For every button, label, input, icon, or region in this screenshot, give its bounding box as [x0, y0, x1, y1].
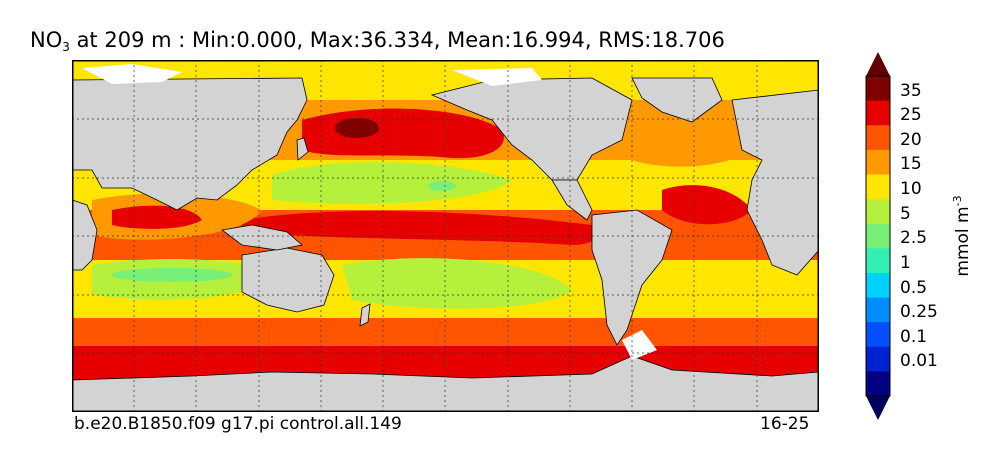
unit-text: mmol m: [952, 206, 973, 277]
case-label: b.e20.B1850.f09 g17.pi control.all.149: [74, 414, 402, 434]
title-variable: NO: [30, 28, 63, 52]
south-america-land: [591, 209, 673, 346]
asia-land: [72, 77, 308, 211]
colorbar-tick-label: 0.01: [900, 351, 938, 372]
bay-of-bengal-high: [112, 205, 202, 229]
antarctic-ice-edge: [622, 330, 657, 360]
central-america-land: [551, 179, 593, 221]
colorbar-tick-label: 5: [900, 203, 911, 224]
equatorial-pacific-tongue: [242, 210, 601, 245]
arctic-sea-ice: [82, 64, 182, 84]
maritime-continent-land: [221, 224, 303, 251]
south-pacific-gyre: [342, 258, 572, 309]
colorbar-segment: [866, 199, 890, 225]
colorbar-segment: [866, 174, 890, 200]
colorbar-segment: [866, 297, 890, 323]
greenland-land: [631, 77, 723, 123]
unit-exponent: -3: [951, 195, 965, 207]
title-variable-subscript: 3: [62, 40, 70, 54]
ocean-map: [72, 60, 819, 412]
colorbar-segment: [866, 248, 890, 274]
colorbar-tick-label: 15: [900, 154, 922, 175]
colorbar-segment: [866, 346, 890, 372]
colorbar-svg: [865, 52, 891, 420]
colorbar: [858, 52, 898, 420]
colorbar-segment: [866, 76, 890, 102]
south-atlantic-gyre: [642, 269, 737, 302]
colorbar-tick-label: 1: [900, 252, 911, 273]
australia-land: [241, 247, 335, 313]
north-pacific-gyre: [272, 162, 512, 204]
indian-ocean-low: [112, 268, 232, 282]
colorbar-under-arrow: [866, 396, 890, 420]
colorbar-tick-label: 0.1: [900, 326, 928, 347]
colorbar-tick-label: 35: [900, 80, 922, 101]
ocean-map-canvas: [72, 60, 819, 412]
map-title: NO3 at 209 m : Min:0.000, Max:36.334, Me…: [30, 28, 725, 54]
colorbar-segment: [866, 371, 890, 397]
colorbar-segment: [866, 100, 890, 126]
band-subantarctic: [72, 318, 819, 348]
colorbar-segment: [866, 149, 890, 175]
title-stats: at 209 m : Min:0.000, Max:36.334, Mean:1…: [69, 28, 725, 52]
new-zealand-land: [359, 303, 371, 327]
colorbar-segment: [866, 322, 890, 348]
arctic-sea-ice-east: [452, 68, 542, 86]
colorbar-segment: [866, 223, 890, 249]
colorbar-tick-label: 0.25: [900, 302, 938, 323]
japan-land: [296, 137, 309, 161]
colorbar-segment: [866, 272, 890, 299]
colorbar-tick-label: 25: [900, 105, 922, 126]
europe-africa-land: [731, 89, 819, 276]
colorbar-segment: [866, 125, 890, 151]
north-pacific-max: [335, 118, 379, 138]
colorbar-tick-label: 20: [900, 129, 922, 150]
north-pacific-gyre-core: [428, 181, 456, 191]
colorbar-over-arrow: [866, 52, 890, 76]
colorbar-tick-label: 0.5: [900, 277, 928, 298]
colorbar-frame: [865, 75, 891, 397]
colorbar-tick-label: 2.5: [900, 228, 928, 249]
africa-land: [72, 199, 98, 271]
north-atlantic-high: [662, 185, 752, 225]
graticule: [72, 60, 819, 412]
north-atlantic-gyre: [632, 134, 752, 167]
map-frame: [72, 60, 819, 412]
years-label: 16-25: [760, 414, 810, 434]
colorbar-tick-label: 10: [900, 179, 922, 200]
colorbar-unit: mmol m-3: [951, 195, 973, 276]
